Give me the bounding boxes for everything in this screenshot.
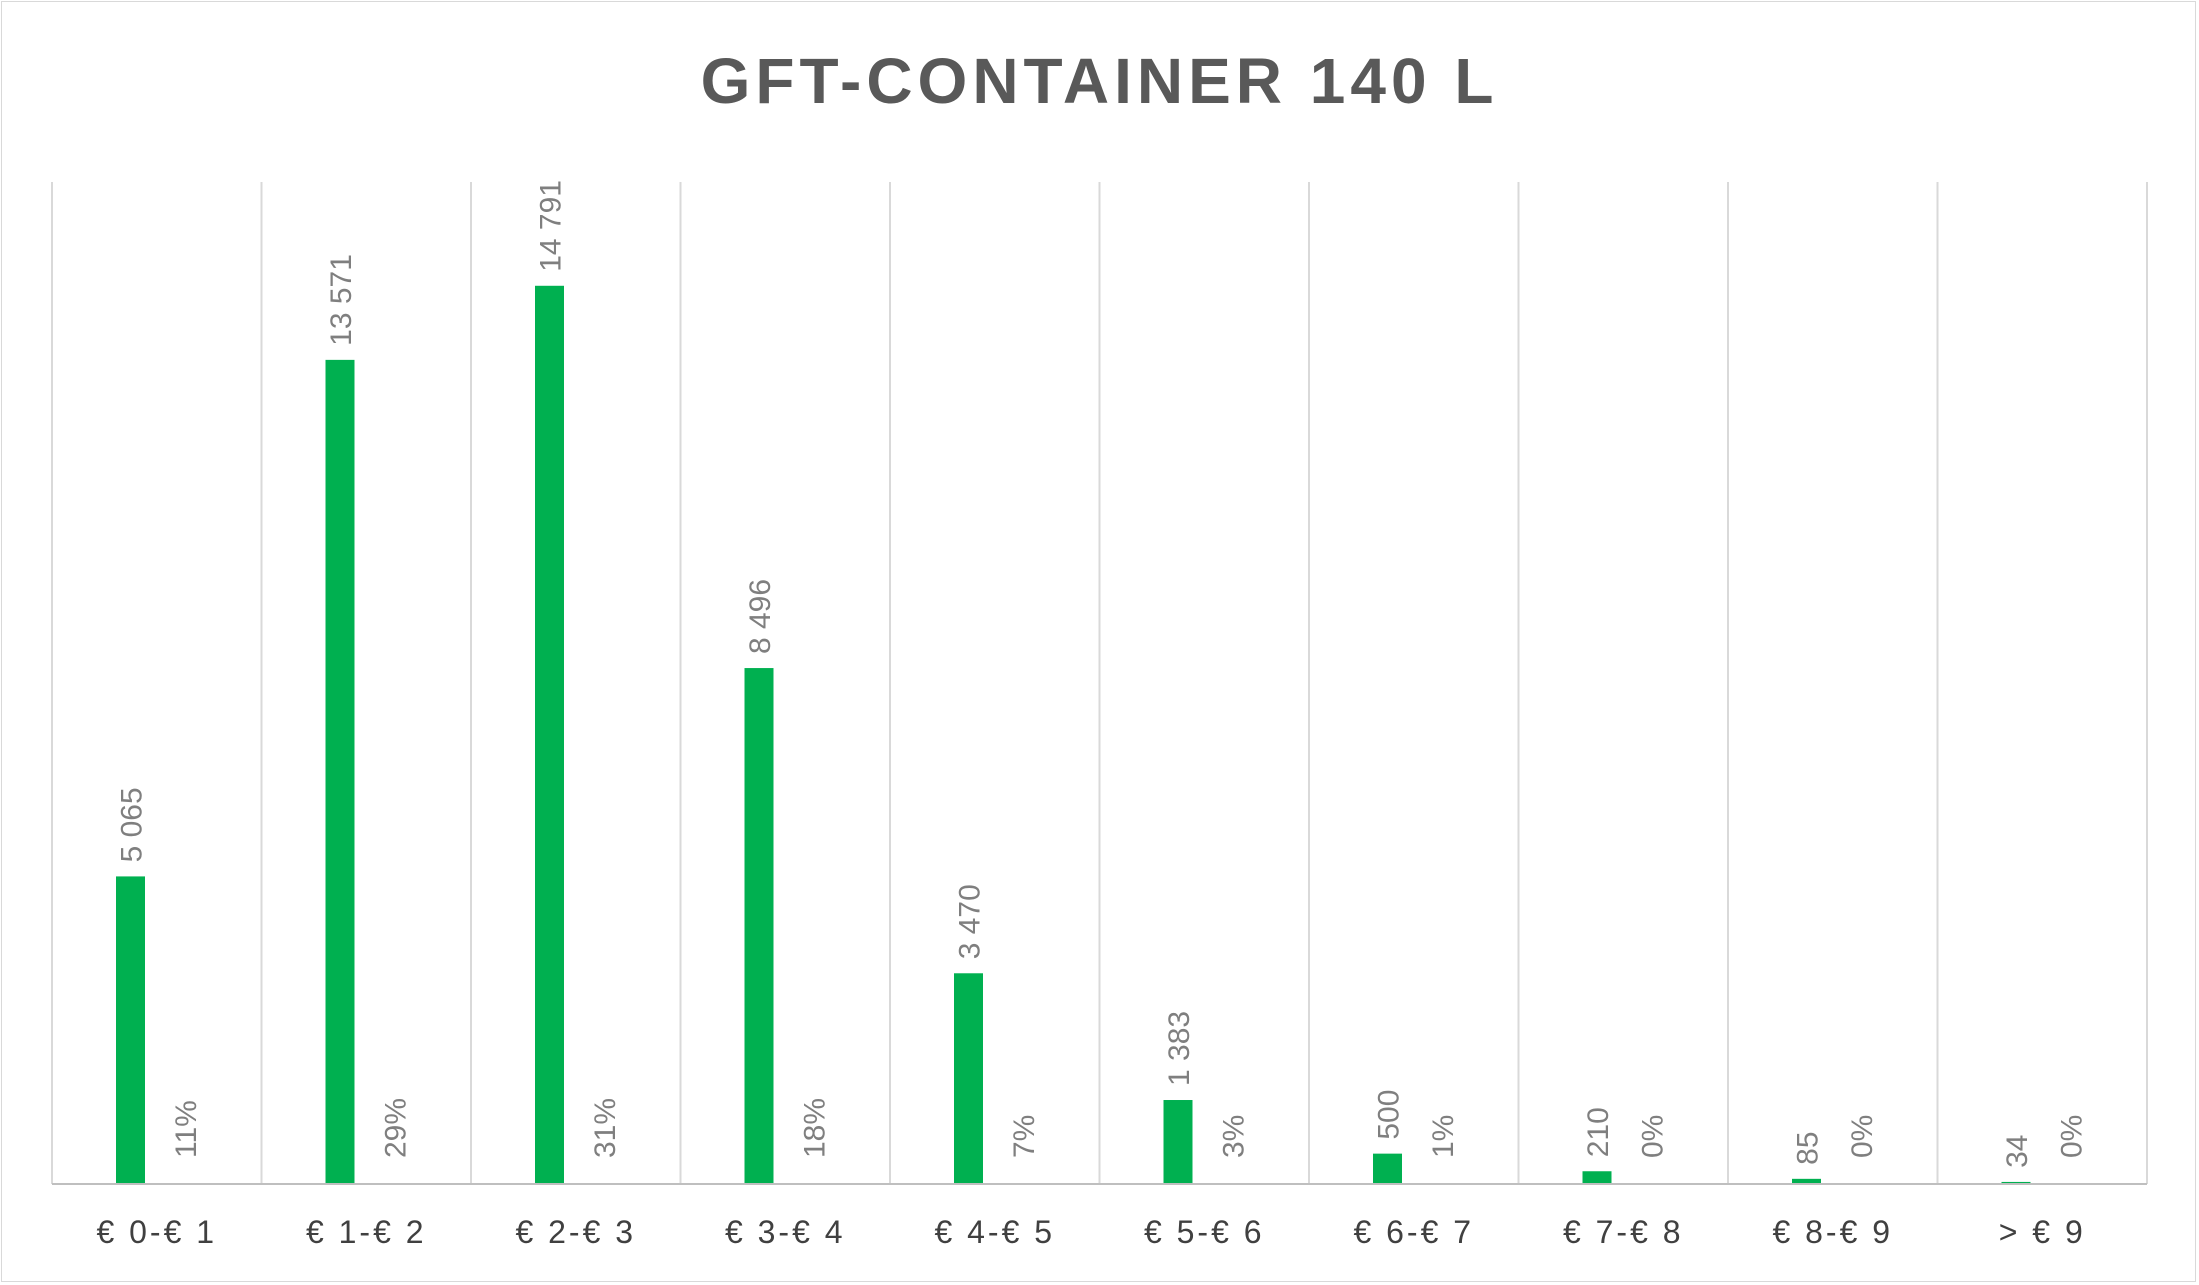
- bar: [535, 285, 564, 1184]
- percent-data-label: 0%: [1637, 1115, 1670, 1158]
- count-data-label: 85: [1792, 1131, 1825, 1164]
- count-data-label: 8 496: [744, 579, 777, 654]
- percent-data-label: 3%: [1218, 1115, 1251, 1158]
- bar: [2001, 1181, 2031, 1184]
- category-tick-label: € 5-€ 6: [1144, 1214, 1265, 1250]
- chart-title: GFT-CONTAINER 140 L: [700, 45, 1499, 117]
- count-data-label: 210: [1582, 1107, 1615, 1157]
- percent-data-label: 31%: [589, 1098, 622, 1158]
- category-tick-label: € 2-€ 3: [515, 1214, 636, 1250]
- percent-data-label: 1%: [1427, 1115, 1460, 1158]
- category-tick-label: € 0-€ 1: [96, 1214, 217, 1250]
- percent-data-label: 0%: [1846, 1115, 1879, 1158]
- category-tick-label: > € 9: [1999, 1214, 2086, 1250]
- bar: [954, 973, 983, 1184]
- percent-data-label: 0%: [2056, 1115, 2089, 1158]
- bar: [1163, 1100, 1193, 1184]
- category-tick-label: € 1-€ 2: [306, 1214, 427, 1250]
- count-data-label: 34: [2001, 1135, 2034, 1168]
- percent-data-label: 29%: [380, 1098, 413, 1158]
- bar: [325, 359, 355, 1184]
- count-data-label: 5 065: [116, 787, 149, 862]
- percent-data-label: 18%: [799, 1098, 832, 1158]
- category-tick-label: € 4-€ 5: [934, 1214, 1055, 1250]
- count-data-label: 13 571: [325, 254, 358, 346]
- count-data-label: 500: [1373, 1090, 1406, 1140]
- bar: [1582, 1171, 1612, 1184]
- bar: [116, 876, 145, 1184]
- percent-data-label: 11%: [170, 1100, 203, 1158]
- bar: [1792, 1178, 1821, 1184]
- count-data-label: 3 470: [954, 884, 987, 959]
- category-tick-label: € 8-€ 9: [1772, 1214, 1893, 1250]
- percent-data-label: 7%: [1008, 1115, 1041, 1158]
- count-data-label: 14 791: [535, 180, 568, 272]
- category-tick-label: € 3-€ 4: [725, 1214, 846, 1250]
- category-tick-label: € 7-€ 8: [1563, 1214, 1684, 1250]
- bar: [1373, 1153, 1402, 1184]
- category-tick-label: € 6-€ 7: [1353, 1214, 1474, 1250]
- bar: [744, 668, 774, 1184]
- count-data-label: 1 383: [1163, 1011, 1196, 1086]
